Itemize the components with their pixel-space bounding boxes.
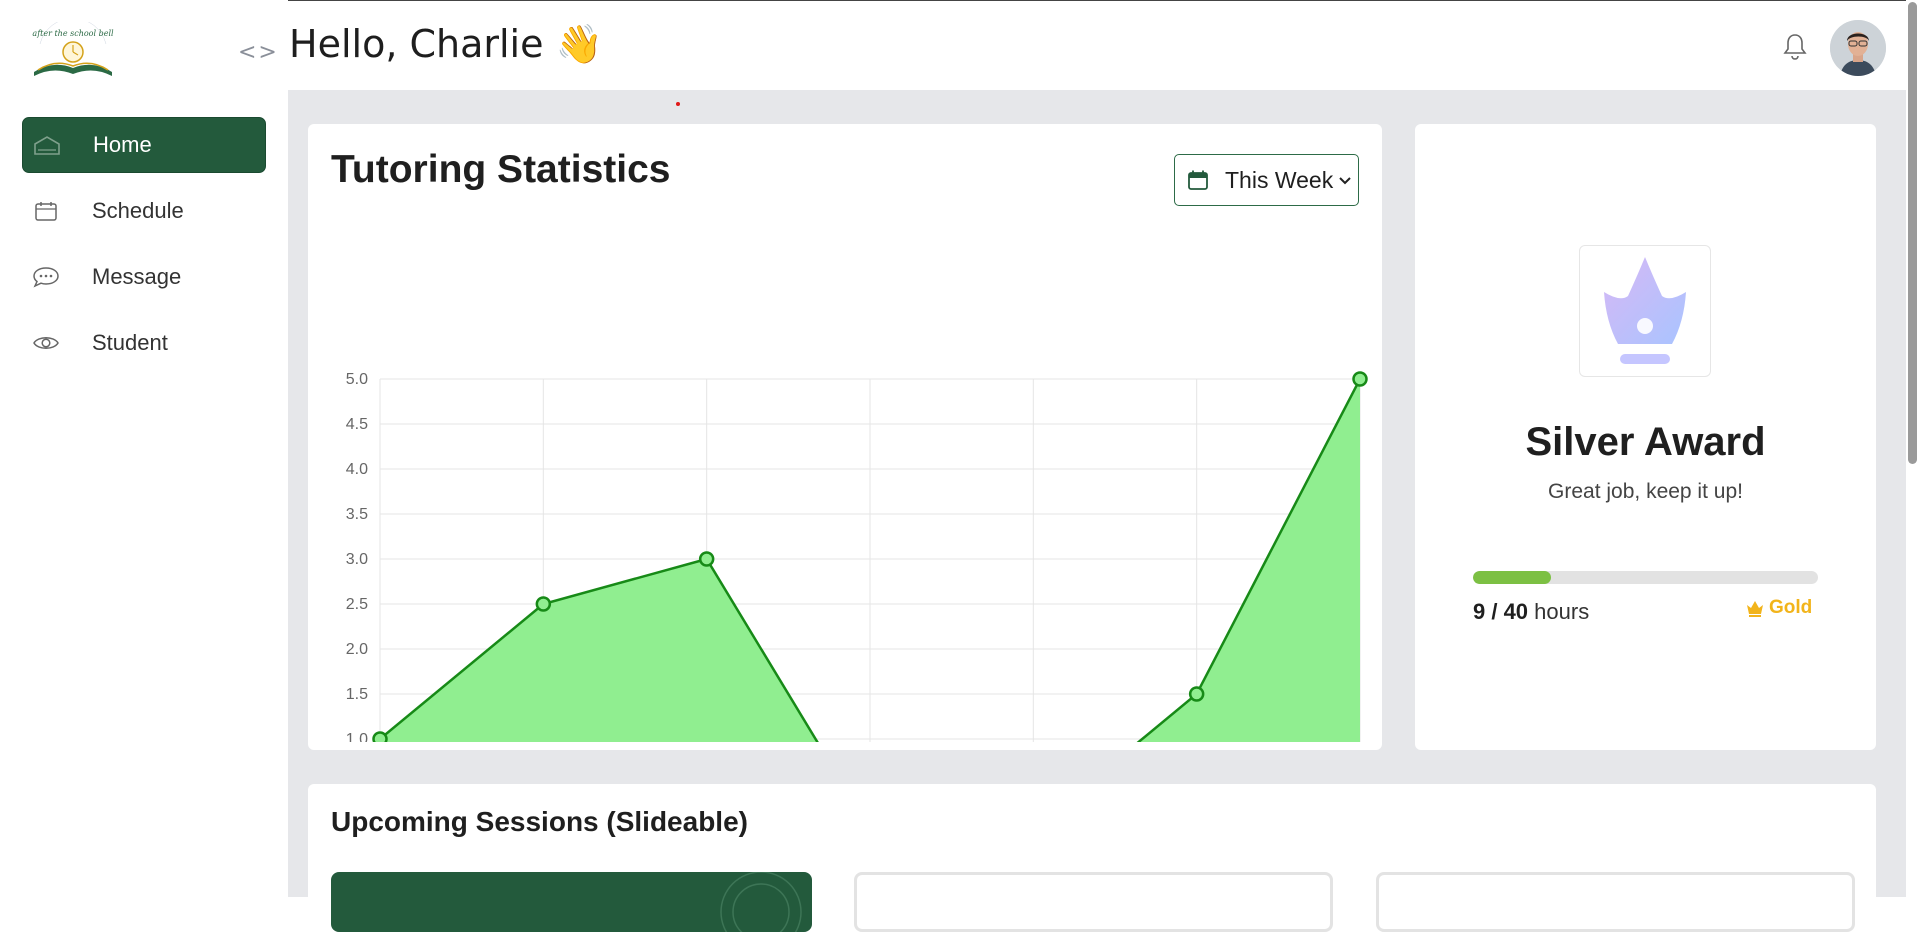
data-point — [698, 551, 715, 567]
y-tick-label: 1.0 — [346, 731, 368, 742]
y-tick-label: 3.5 — [346, 506, 368, 523]
period-select[interactable]: This Week — [1174, 154, 1359, 206]
upcoming-sessions-card: Upcoming Sessions (Slideable) — [308, 784, 1876, 932]
data-point — [372, 731, 388, 742]
home-icon — [33, 131, 61, 159]
sidebar-item-label: Message — [92, 264, 182, 289]
y-tick-label: 5.0 — [346, 371, 368, 388]
greeting-text: Hello, Charlie — [289, 22, 544, 66]
sidebar-item-student[interactable]: Student — [22, 315, 266, 371]
sidebar-nav: Home Schedule Message Student — [22, 117, 266, 381]
sidebar-item-home[interactable]: Home — [22, 117, 266, 173]
crown-icon — [1604, 257, 1686, 364]
data-point — [1352, 371, 1368, 387]
page-title: Hello, Charlie 👋 — [289, 22, 603, 67]
session-card[interactable] — [331, 872, 812, 932]
stats-title: Tutoring Statistics — [331, 148, 671, 191]
sidebar-item-label: Home — [93, 132, 152, 157]
award-progress-fill — [1473, 571, 1551, 584]
data-point — [535, 596, 552, 612]
y-tick-label: 4.0 — [346, 461, 368, 478]
sidebar-item-message[interactable]: Message — [22, 249, 266, 305]
sidebar-item-label: Schedule — [92, 198, 184, 223]
crown-icon — [1747, 601, 1763, 617]
series-area — [380, 379, 1360, 742]
chevron-down-icon — [1339, 177, 1351, 185]
calendar-icon — [32, 197, 60, 225]
sidebar-item-schedule[interactable]: Schedule — [22, 183, 266, 239]
award-subtitle: Great job, keep it up! — [1548, 480, 1743, 503]
y-tick-label: 4.5 — [346, 416, 368, 433]
next-level-badge: Gold — [1745, 597, 1812, 619]
scrollbar-thumb[interactable] — [1908, 2, 1917, 464]
window-top-border — [0, 0, 1918, 1]
bell-icon[interactable] — [1782, 32, 1808, 62]
calendar-icon — [1188, 170, 1208, 190]
hours-value: 9 / 40 — [1473, 599, 1529, 624]
avatar[interactable] — [1830, 20, 1886, 76]
tutoring-stats-card: Tutoring Statistics This Week 00.51.01.5… — [308, 124, 1382, 750]
wave-emoji-icon: 👋 — [555, 22, 603, 66]
y-tick-label: 2.0 — [346, 641, 368, 658]
y-tick-label: 1.5 — [346, 686, 368, 703]
svg-text:after the school bell: after the school bell — [32, 29, 114, 38]
eye-icon — [32, 329, 60, 357]
award-badge — [1579, 245, 1711, 377]
session-card[interactable] — [854, 872, 1333, 932]
sidebar-item-label: Student — [92, 330, 168, 355]
hours-unit: hours — [1534, 599, 1590, 624]
decorative-circles-icon — [720, 872, 802, 932]
sidebar-collapse-button[interactable]: <> — [238, 40, 279, 65]
sidebar: after the school bell <> Home Schedule — [0, 0, 288, 897]
tutoring-area-chart: 00.51.01.52.02.53.03.54.04.55.0MonTueWed… — [346, 371, 1368, 742]
award-title: Silver Award — [1525, 420, 1766, 464]
data-point — [1188, 686, 1205, 702]
y-tick-label: 3.0 — [346, 551, 368, 568]
app-logo[interactable]: after the school bell — [28, 18, 118, 82]
cursor-dot — [676, 102, 680, 106]
award-progress-bar — [1473, 571, 1818, 584]
hours-readout: 9 / 40 hours — [1473, 599, 1589, 625]
y-tick-label: 2.5 — [346, 596, 368, 613]
sessions-title: Upcoming Sessions (Slideable) — [331, 806, 748, 837]
chat-bubble-icon — [32, 263, 60, 291]
session-card[interactable] — [1376, 872, 1855, 932]
period-select-value: This Week — [1225, 166, 1334, 193]
award-card: Silver Award Great job, keep it up! 9 / … — [1415, 124, 1876, 750]
next-level-label: Gold — [1769, 597, 1813, 618]
